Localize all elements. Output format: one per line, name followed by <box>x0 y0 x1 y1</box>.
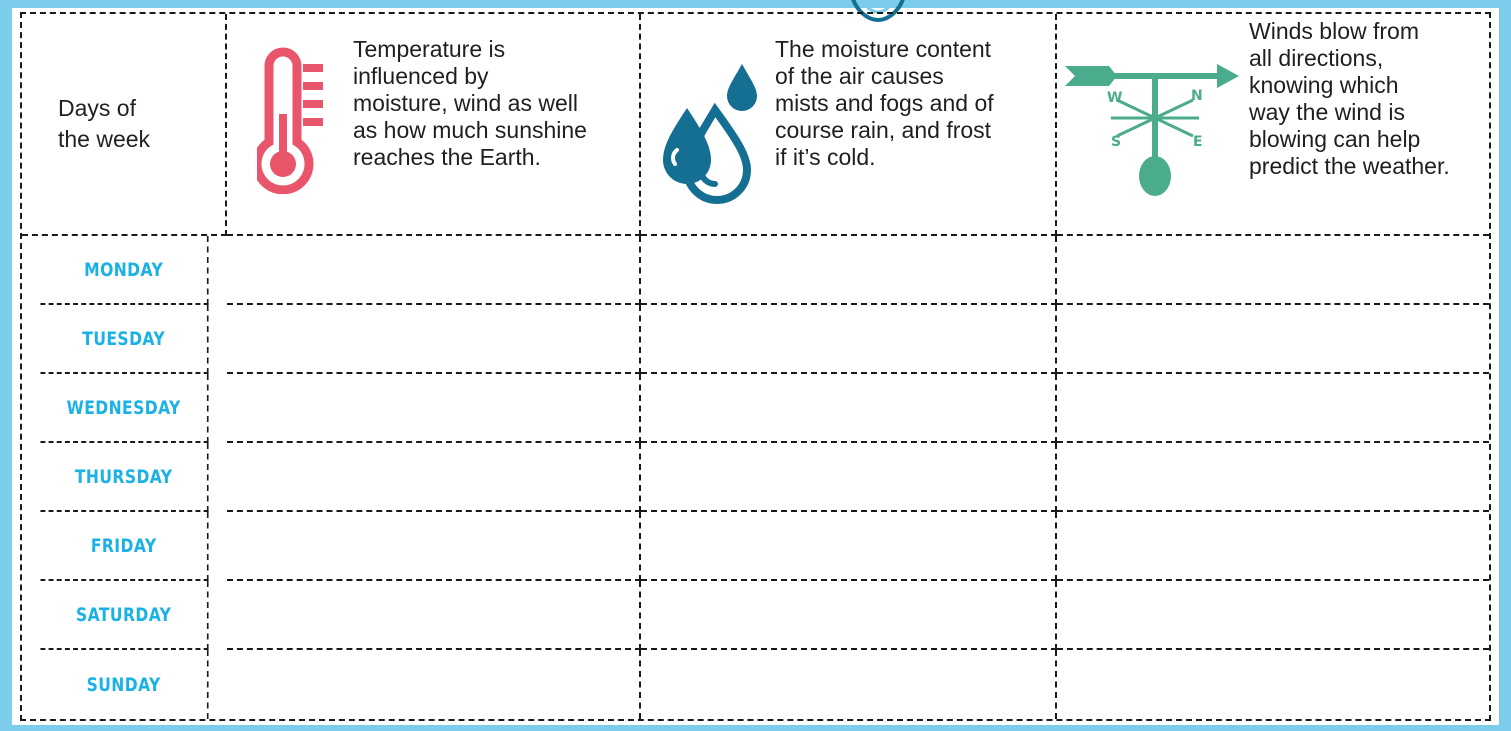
day-label-tuesday: TUESDAY <box>40 305 209 374</box>
day-label-saturday: SATURDAY <box>40 581 209 650</box>
temperature-entry-friday[interactable] <box>227 512 641 581</box>
wind-entry-thursday[interactable] <box>1057 443 1489 512</box>
day-label-thursday: THURSDAY <box>40 443 209 512</box>
wind-entry-monday[interactable] <box>1057 236 1489 305</box>
wind-line: knowing which <box>1249 72 1399 98</box>
moisture-line: The moisture content <box>775 36 992 62</box>
moisture-entry-sunday[interactable] <box>641 650 1057 719</box>
wind-entry-tuesday[interactable] <box>1057 305 1489 374</box>
temperature-entry-wednesday[interactable] <box>227 374 641 443</box>
wind-line: Winds blow from <box>1249 18 1419 44</box>
moisture-entry-wednesday[interactable] <box>641 374 1057 443</box>
wind-entry-sunday[interactable] <box>1057 650 1489 719</box>
temperature-header: Temperature is influenced by moisture, w… <box>227 14 641 236</box>
moisture-line: course rain, and frost <box>775 117 992 143</box>
moisture-header: The moisture content of the air causes m… <box>641 14 1057 236</box>
moisture-entry-saturday[interactable] <box>641 581 1057 650</box>
temperature-line: as how much sunshine <box>353 117 587 143</box>
wind-description: Winds blow from all directions, knowing … <box>1249 18 1450 180</box>
days-of-week-header: Days of the week <box>22 14 227 236</box>
temperature-line: Temperature is <box>353 36 506 62</box>
moisture-entry-monday[interactable] <box>641 236 1057 305</box>
day-label-wednesday: WEDNESDAY <box>40 374 209 443</box>
compass-e-label: E <box>1193 134 1203 150</box>
moisture-line: mists and fogs and of <box>775 90 994 116</box>
temperature-line: moisture, wind as well <box>353 90 578 116</box>
compass-s-label: S <box>1111 134 1121 150</box>
moisture-line: if it’s cold. <box>775 144 876 170</box>
temperature-entry-thursday[interactable] <box>227 443 641 512</box>
wind-line: way the wind is <box>1249 99 1405 125</box>
weather-vane-icon: W N S E <box>1065 60 1245 205</box>
compass-n-label: N <box>1191 88 1203 104</box>
temperature-entry-tuesday[interactable] <box>227 305 641 374</box>
days-label-line-2: the week <box>58 126 151 152</box>
water-drops-icon <box>657 58 767 213</box>
wind-line: predict the weather. <box>1249 153 1450 179</box>
wind-line: blowing can help <box>1249 126 1421 152</box>
temperature-entry-monday[interactable] <box>227 236 641 305</box>
moisture-description: The moisture content of the air causes m… <box>775 36 994 171</box>
temperature-entry-saturday[interactable] <box>227 581 641 650</box>
moisture-line: of the air causes <box>775 63 944 89</box>
moisture-entry-thursday[interactable] <box>641 443 1057 512</box>
wind-line: all directions, <box>1249 45 1384 71</box>
temperature-description: Temperature is influenced by moisture, w… <box>353 36 587 171</box>
temperature-line: influenced by <box>353 63 489 89</box>
temperature-line: reaches the Earth. <box>353 144 541 170</box>
moisture-entry-friday[interactable] <box>641 512 1057 581</box>
wind-entry-saturday[interactable] <box>1057 581 1489 650</box>
thermometer-icon <box>252 44 327 199</box>
day-label-friday: FRIDAY <box>40 512 209 581</box>
weather-table: Days of the week <box>22 14 1489 719</box>
temperature-entry-sunday[interactable] <box>227 650 641 719</box>
wind-header: W N S E Winds blow from all directions, … <box>1057 14 1489 236</box>
dashed-table-border: Days of the week <box>20 12 1491 721</box>
wind-entry-wednesday[interactable] <box>1057 374 1489 443</box>
day-label-monday: MONDAY <box>40 236 209 305</box>
wind-entry-friday[interactable] <box>1057 512 1489 581</box>
compass-w-label: W <box>1107 90 1122 106</box>
moisture-entry-tuesday[interactable] <box>641 305 1057 374</box>
day-label-sunday: SUNDAY <box>40 650 209 719</box>
days-label-line-1: Days of <box>58 95 136 121</box>
